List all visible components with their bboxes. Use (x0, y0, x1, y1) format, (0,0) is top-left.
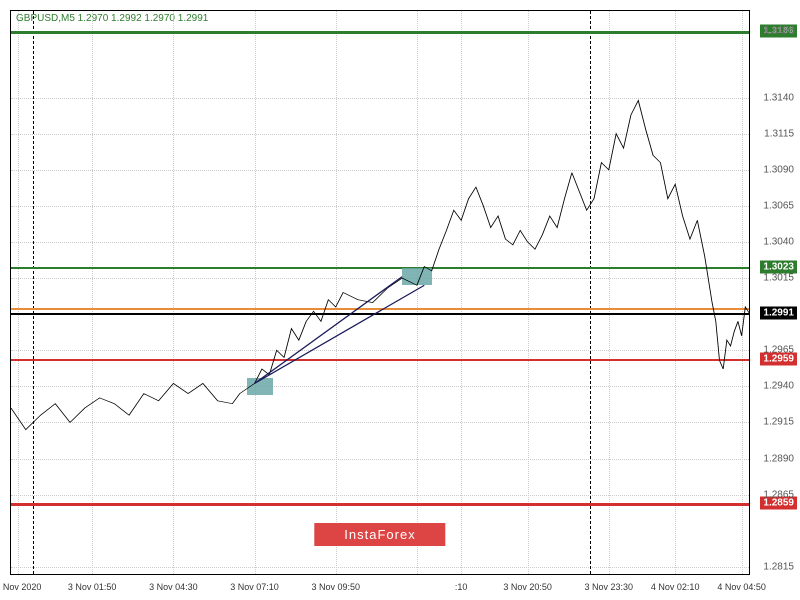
x-tick-label: 4 Nov 02:10 (651, 582, 700, 592)
y-tick-label: 1.3140 (763, 92, 794, 103)
watermark-text: InstaForex (344, 527, 415, 542)
x-tick-label: 3 Nov 01:50 (68, 582, 117, 592)
y-tick-label: 1.2915 (763, 417, 794, 428)
price-level-label: 1.2991 (760, 306, 797, 319)
y-tick-label: 1.2815 (763, 561, 794, 572)
x-tick-label: 2 Nov 2020 (0, 582, 41, 592)
watermark: InstaForex (314, 523, 445, 546)
trend-line (255, 277, 403, 384)
y-tick-label: 1.3015 (763, 273, 794, 284)
x-tick-label: 3 Nov 07:10 (230, 582, 279, 592)
price-level-label: 1.3023 (760, 260, 797, 273)
trend-layer (255, 277, 425, 384)
y-tick-label: 1.2965 (763, 345, 794, 356)
x-tick-label: :10 (455, 582, 468, 592)
y-tick-label: 1.2865 (763, 489, 794, 500)
y-tick-label: 1.3115 (764, 128, 794, 139)
y-tick-label: 1.3065 (763, 200, 794, 211)
price-svg (11, 11, 749, 574)
x-tick-label: 4 Nov 04:50 (717, 582, 766, 592)
x-tick-label: 3 Nov 04:30 (149, 582, 198, 592)
x-tick-label: 3 Nov 23:30 (584, 582, 633, 592)
y-tick-label: 1.3090 (763, 164, 794, 175)
y-tick-label: 1.2940 (763, 381, 794, 392)
y-tick-label: 1.3186 (763, 26, 794, 37)
price-line (11, 101, 749, 430)
y-tick-label: 1.2890 (763, 453, 794, 464)
x-tick-label: 3 Nov 09:50 (311, 582, 360, 592)
y-tick-label: 1.3040 (763, 236, 794, 247)
chart-area: GBPUSD,M5 1.2970 1.2992 1.2970 1.2991 1.… (10, 10, 750, 575)
x-tick-label: 3 Nov 20:50 (503, 582, 552, 592)
